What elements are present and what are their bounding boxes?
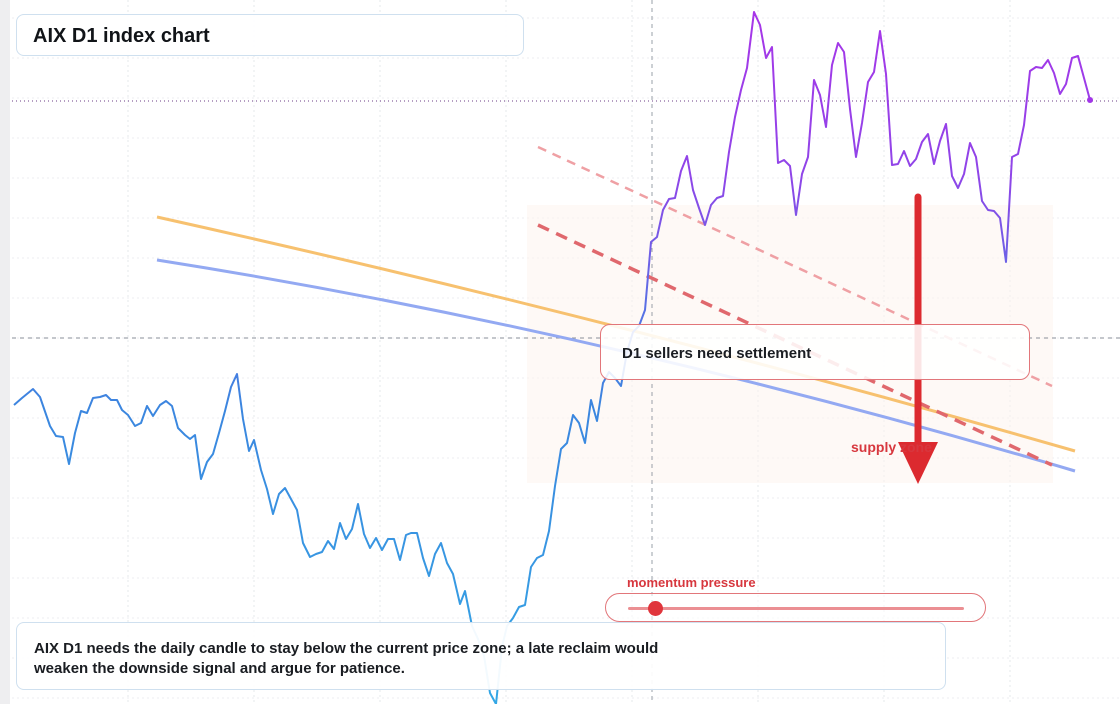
footer-note-box: AIX D1 needs the daily candle to stay be… (16, 622, 946, 690)
supply-zone-label: supply zone (851, 439, 932, 455)
footer-note-text: AIX D1 needs the daily candle to stay be… (34, 640, 659, 677)
momentum-track-line (628, 607, 964, 610)
sellers-note-box: D1 sellers need settlement (600, 324, 1030, 380)
chart-title-box: AIX D1 index chart (16, 14, 524, 56)
sellers-note-text: D1 sellers need settlement (622, 345, 812, 362)
momentum-label: momentum pressure (627, 575, 756, 590)
last-price-dot (1087, 97, 1093, 103)
down-arrow-icon (898, 442, 938, 484)
price-series-line (13, 11, 1091, 704)
chart-title: AIX D1 index chart (33, 25, 210, 47)
momentum-slider[interactable] (605, 593, 986, 622)
momentum-knob[interactable] (647, 601, 663, 616)
left-edge-strip (0, 0, 10, 704)
